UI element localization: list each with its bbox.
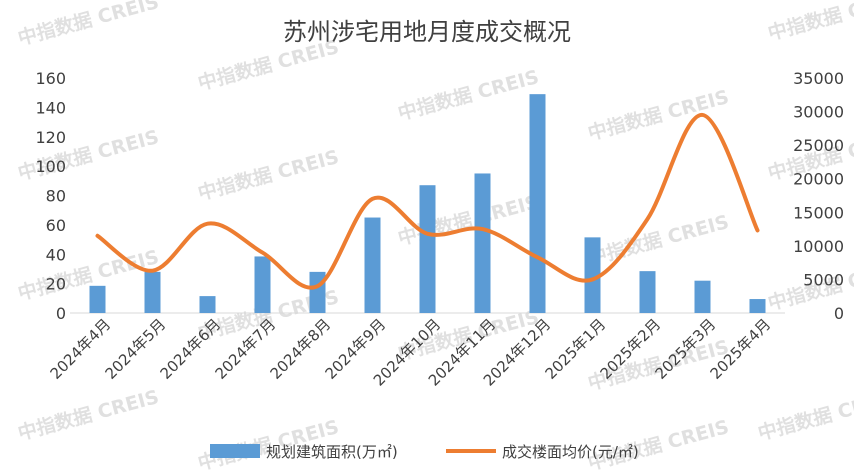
legend: 规划建筑面积(万㎡) 成交楼面均价(元/㎡) [210,443,639,461]
bar [694,280,711,313]
y-left-tick-label: 160 [35,69,66,88]
watermark-text: 中指数据 CREIS [395,65,541,125]
bar [639,271,656,313]
y-right-tick-label: 30000 [793,103,844,122]
watermark-text: 中指数据 CREIS [585,85,731,145]
watermark-text: 中指数据 CREIS [15,0,161,50]
y-left-tick-label: 40 [46,245,66,264]
bar [89,285,106,313]
y-left-tick-label: 140 [35,98,66,117]
bar [529,94,546,313]
bar [309,271,326,313]
y-right-tick-label: 5000 [803,270,844,289]
bar [364,217,381,313]
watermark-text: 中指数据 CREIS [195,145,341,205]
y-right-tick-label: 35000 [793,69,844,88]
bar [254,256,271,313]
line-series [95,112,760,290]
watermark-text: 中指数据 CREIS [395,190,541,250]
bar [144,271,161,313]
bar [199,296,216,313]
chart-title: 苏州涉宅用地月度成交概况 [283,18,571,46]
watermark-text: 中指数据 CREIS [765,0,854,45]
y-left-tick-label: 60 [46,216,66,235]
bar [419,185,436,313]
y-right-tick-label: 0 [834,304,844,323]
legend-line-label: 成交楼面均价(元/㎡) [502,443,639,461]
y-right-tick-label: 20000 [793,170,844,189]
y-right-tick-label: 15000 [793,203,844,222]
bar [474,173,491,313]
watermark-text: 中指数据 CREIS [15,385,161,445]
y-left-tick-label: 20 [46,275,66,294]
y-left-tick-label: 120 [35,128,66,147]
bar-series [89,94,766,313]
y-left-tick-label: 100 [35,157,66,176]
y-right-tick-label: 25000 [793,136,844,155]
legend-bar-label: 规划建筑面积(万㎡) [266,443,398,461]
watermark-text: 中指数据 CREIS [585,210,731,270]
y-right-tick-label: 10000 [793,237,844,256]
y-left-tick-label: 0 [56,304,66,323]
watermark-text: 中指数据 CREIS [755,385,854,445]
bar [584,237,601,313]
legend-bar-swatch [210,444,260,458]
watermark-text: 中指数据 CREIS [15,245,161,305]
y-left-tick-label: 80 [46,187,66,206]
bar [749,299,766,313]
